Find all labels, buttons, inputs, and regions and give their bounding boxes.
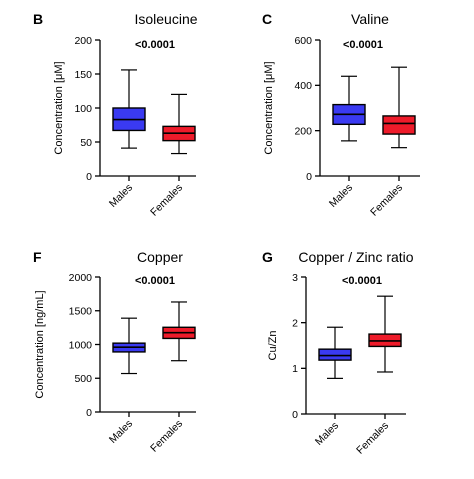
panel-letter: C: [262, 11, 272, 27]
x-category-label: Females: [148, 182, 185, 219]
p-value-annotation: <0.0001: [135, 39, 175, 51]
box-plot-females: [382, 66, 416, 149]
y-axis-title: Cu/Zn: [267, 331, 279, 361]
chart-title: Copper / Zinc ratio: [298, 249, 413, 265]
y-tick-label: 200: [294, 125, 312, 137]
chart-title: Isoleucine: [134, 11, 197, 27]
y-tick-label: 200: [74, 35, 92, 47]
y-tick-label: 100: [74, 103, 92, 115]
x-category-label: Males: [107, 182, 135, 210]
y-tick-label: 400: [294, 80, 312, 92]
chart-panel-f: F Copper <0.0001 0 500 1000 1500 2000 Concentrat…: [33, 249, 196, 455]
panel-letter: F: [33, 249, 42, 265]
y-tick-label: 0: [306, 171, 312, 183]
p-value-annotation: <0.0001: [342, 275, 382, 287]
iqr-box: [382, 115, 416, 135]
chart-title: Copper: [137, 249, 183, 265]
box-plot-females: [162, 93, 196, 155]
y-axis-title: Concentration [μM]: [53, 61, 65, 154]
y-tick-label: 50: [80, 137, 92, 149]
chart-panel-c: C Valine <0.0001 0 200 400 600 Concentration [μ…: [262, 11, 420, 219]
y-tick-label: 2: [292, 317, 298, 329]
x-category-label: Females: [354, 420, 391, 457]
box-plot-females: [162, 301, 196, 362]
y-tick-label: 0: [292, 409, 298, 421]
p-value-annotation: <0.0001: [343, 39, 383, 51]
y-tick-label: 600: [294, 35, 312, 47]
x-category-label: Males: [313, 420, 341, 448]
iqr-box: [318, 348, 352, 361]
y-tick-label: 0: [86, 171, 92, 183]
box-plot-females: [368, 295, 402, 373]
y-tick-label: 150: [74, 69, 92, 81]
panel-letter: G: [262, 249, 273, 265]
y-tick-label: 2000: [69, 272, 93, 284]
y-tick-label: 3: [292, 272, 298, 284]
y-tick-label: 1: [292, 363, 298, 375]
y-tick-label: 1500: [69, 306, 93, 318]
box-plot-males: [332, 75, 366, 142]
x-category-label: Males: [107, 418, 135, 446]
box-plot-males: [318, 326, 352, 379]
panel-letter: B: [33, 11, 43, 27]
chart-panel-b: B Isoleucine <0.0001 0 50 100 150 200 Concentrat…: [33, 11, 198, 219]
x-category-label: Females: [148, 418, 185, 455]
box-plot-males: [112, 317, 146, 375]
x-category-label: Females: [368, 182, 405, 219]
chart-panel-g: G Copper / Zinc ratio <0.0001 0 1 2 3 Cu/Zn Male…: [262, 249, 414, 457]
p-value-annotation: <0.0001: [135, 275, 175, 287]
chart-title: Valine: [351, 11, 389, 27]
y-tick-label: 0: [86, 407, 92, 419]
x-category-label: Males: [327, 182, 355, 210]
y-axis-title: Concentration [μM]: [263, 61, 275, 154]
box-plot-males: [112, 69, 146, 149]
y-tick-label: 1000: [69, 339, 93, 351]
y-axis-title: Concentration [ng/mL]: [34, 290, 46, 398]
y-tick-label: 500: [74, 373, 92, 385]
